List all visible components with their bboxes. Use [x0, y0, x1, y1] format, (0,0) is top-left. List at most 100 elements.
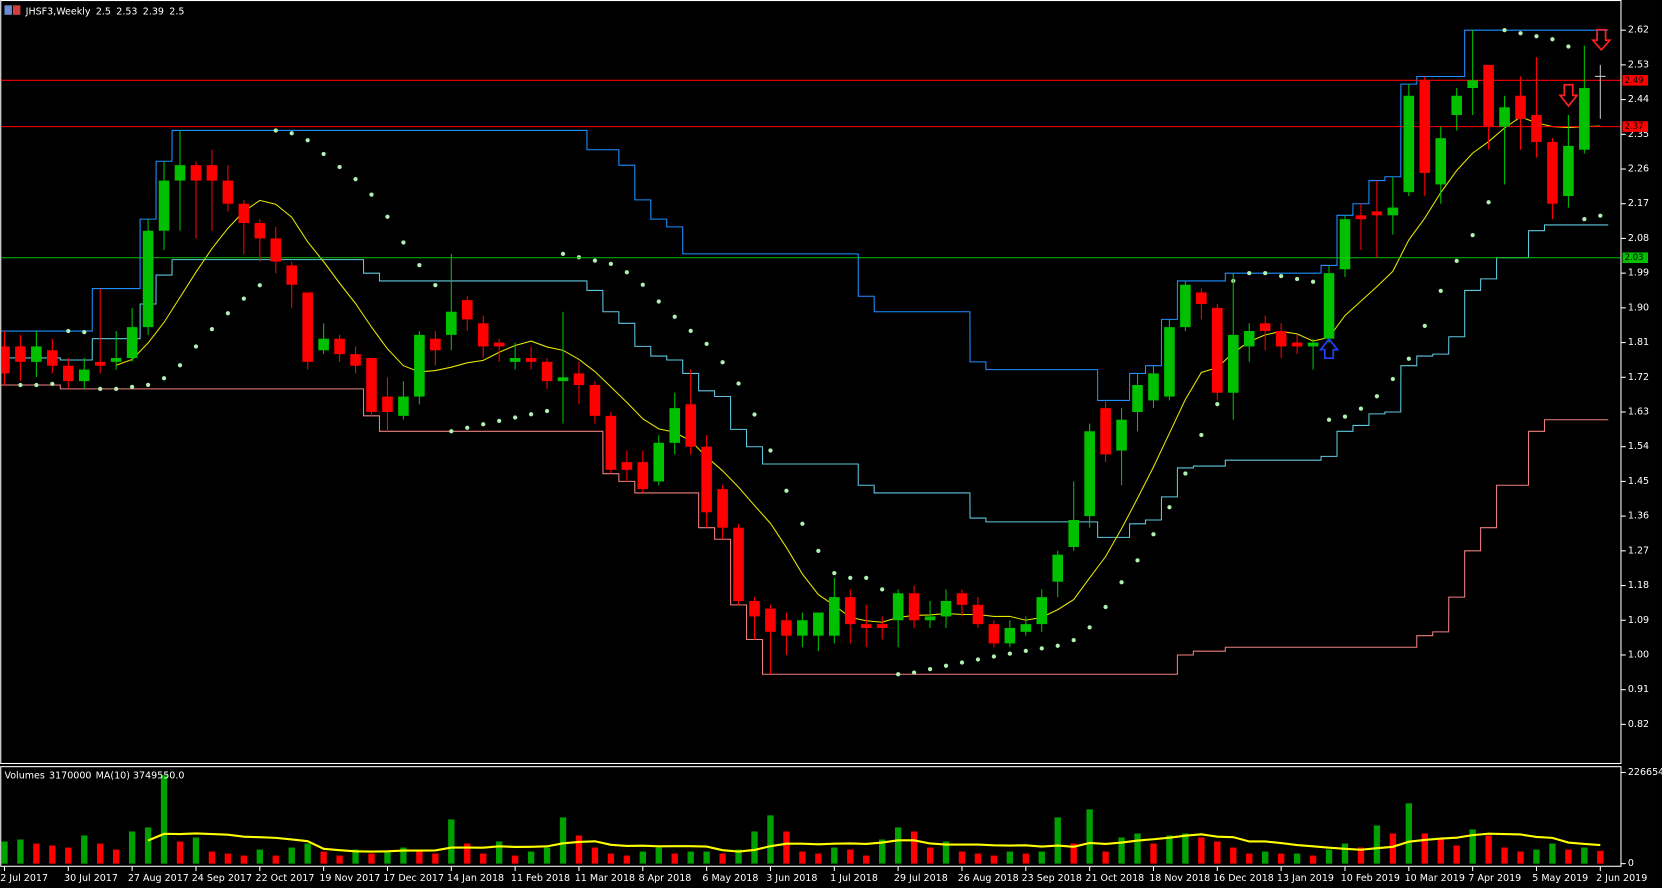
candle-body [765, 608, 776, 632]
candle-body [1084, 431, 1095, 517]
x-tick-label: 19 Nov 2017 [319, 873, 380, 884]
candle-body [1052, 554, 1064, 582]
sar-dot [784, 488, 789, 493]
volume-bar [799, 851, 806, 864]
sar-dot [688, 328, 693, 333]
volume-bar [974, 853, 982, 864]
lower-channel [1, 384, 1609, 675]
x-tick-label: 5 May 2019 [1532, 873, 1588, 884]
sar-dot [1422, 323, 1427, 328]
candle-body [62, 365, 74, 382]
sar-dot [145, 382, 151, 388]
candle-body [461, 300, 473, 320]
candle-body [829, 597, 840, 636]
volume-bar [1102, 851, 1109, 864]
volume-bar [1293, 853, 1301, 864]
sar-dot [1215, 402, 1220, 407]
sar-dot [321, 151, 326, 157]
sar-dot [401, 240, 406, 245]
x-tick-label: 26 Aug 2018 [958, 873, 1019, 884]
y-tick-label: 2.17 [1628, 198, 1649, 209]
candle-body [781, 620, 792, 636]
volume-bar [352, 849, 359, 864]
sar-dot [1470, 232, 1475, 238]
x-tick-label: 13 Jan 2019 [1277, 873, 1334, 884]
sar-dot [1247, 271, 1252, 276]
x-tick-label: 2 Jun 2019 [1596, 873, 1647, 884]
candle-body [47, 350, 58, 366]
sar-dot [1374, 394, 1380, 399]
sar-dot [592, 258, 598, 263]
volume-bar [1357, 847, 1365, 864]
y-tick-label: 2.62 [1628, 25, 1649, 36]
volume-bar [81, 835, 88, 864]
y-tick-label: 22665470 [1628, 767, 1662, 778]
volume-bar [751, 831, 758, 864]
volume-bar [639, 851, 646, 864]
volume-bar [1597, 850, 1604, 864]
sar-dot [736, 381, 741, 386]
candle-body [525, 358, 537, 362]
volume-bar [591, 847, 599, 864]
x-tick-label: 22 Oct 2017 [256, 873, 315, 884]
sar-dot [1087, 625, 1092, 630]
y-tick-label: 1.09 [1628, 615, 1649, 626]
volume-bar [432, 853, 439, 864]
candle-body [414, 334, 425, 397]
candle-body [190, 165, 202, 181]
candle-body [669, 408, 681, 443]
sar-dot [34, 382, 39, 388]
volume-bar [1485, 835, 1492, 864]
volume-bar [400, 847, 407, 864]
candle-body [637, 462, 649, 490]
candle-body [589, 384, 601, 416]
candle-body [844, 597, 856, 625]
x-tick-label: 29 Jul 2018 [894, 873, 948, 884]
sar-dot [1454, 258, 1459, 264]
volume-bar [1246, 853, 1253, 864]
volume-bar [703, 851, 710, 864]
candle-body [126, 327, 138, 359]
sar-dot [1566, 44, 1571, 49]
y-tick-label: 0 [1628, 858, 1634, 869]
y-tick-label: 1.72 [1628, 372, 1649, 383]
candle-body [988, 624, 1000, 644]
x-tick-label: 10 Mar 2019 [1405, 873, 1465, 884]
volume-bar [1150, 843, 1157, 864]
sar-dot [816, 548, 821, 553]
volume-bar [1038, 851, 1045, 864]
sar-dot [257, 283, 262, 288]
candle-body [972, 604, 984, 625]
sar-dot [1294, 276, 1300, 282]
candle-body [1275, 331, 1287, 347]
candle-body [1259, 323, 1271, 332]
candle-body [908, 593, 920, 621]
candle-body [1547, 142, 1558, 204]
volume-bar [495, 841, 503, 864]
volume-bar [1070, 843, 1077, 864]
volume-bar [1469, 829, 1476, 864]
candle-body [366, 358, 377, 412]
sar-dot [1007, 651, 1012, 656]
candle-body [876, 624, 888, 628]
candle-body [1068, 519, 1079, 547]
sar-dot [98, 386, 103, 391]
sar-dot [1358, 406, 1364, 411]
sar-dot [1486, 200, 1491, 205]
sar-dot [672, 314, 677, 319]
volume-bar [1373, 825, 1381, 864]
sar-dot [1390, 376, 1395, 382]
candle-body [1515, 95, 1526, 119]
candle-body [110, 358, 122, 362]
sar-dot [353, 177, 358, 182]
sar-dot [114, 386, 119, 391]
sar-dot [177, 363, 183, 368]
volume-bar [527, 851, 535, 864]
candle-body [15, 346, 26, 362]
volume-bar [655, 847, 662, 864]
ohlc-value: 2.5 [169, 6, 184, 17]
x-tick-label: 11 Mar 2018 [575, 873, 635, 884]
volume-moving-average [147, 832, 1601, 853]
sar-dot [1279, 273, 1284, 279]
